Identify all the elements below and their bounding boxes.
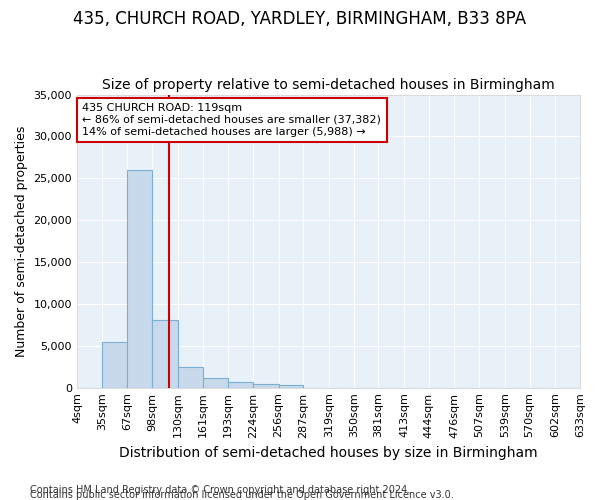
Y-axis label: Number of semi-detached properties: Number of semi-detached properties <box>15 126 28 357</box>
Bar <box>278 385 304 388</box>
Text: 435 CHURCH ROAD: 119sqm
← 86% of semi-detached houses are smaller (37,382)
14% o: 435 CHURCH ROAD: 119sqm ← 86% of semi-de… <box>82 104 381 136</box>
Text: Contains public sector information licensed under the Open Government Licence v3: Contains public sector information licen… <box>30 490 454 500</box>
Bar <box>152 320 178 388</box>
Bar <box>102 342 127 388</box>
Bar <box>127 170 152 388</box>
Title: Size of property relative to semi-detached houses in Birmingham: Size of property relative to semi-detach… <box>102 78 555 92</box>
Bar <box>228 382 253 388</box>
X-axis label: Distribution of semi-detached houses by size in Birmingham: Distribution of semi-detached houses by … <box>119 446 538 460</box>
Text: 435, CHURCH ROAD, YARDLEY, BIRMINGHAM, B33 8PA: 435, CHURCH ROAD, YARDLEY, BIRMINGHAM, B… <box>73 10 527 28</box>
Bar <box>253 384 278 388</box>
Text: Contains HM Land Registry data © Crown copyright and database right 2024.: Contains HM Land Registry data © Crown c… <box>30 485 410 495</box>
Bar <box>203 378 228 388</box>
Bar <box>178 366 203 388</box>
